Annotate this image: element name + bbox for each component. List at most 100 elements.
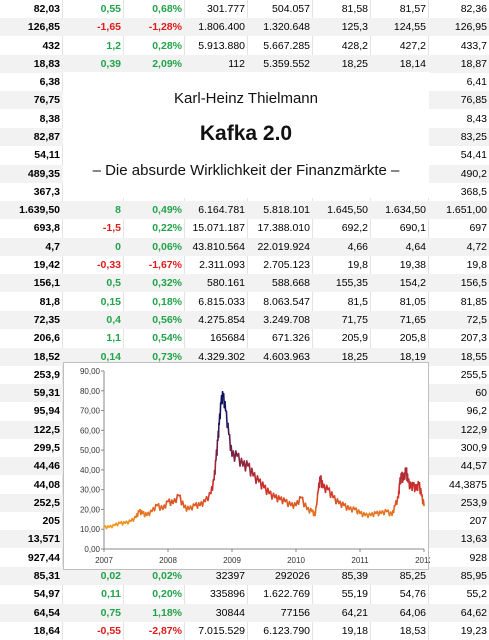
series-0-segment [211, 479, 215, 491]
series-0-segment [153, 503, 157, 512]
y-tick-label: 70,00 [80, 407, 101, 416]
table-row: 95,94 96,2 [0, 402, 489, 420]
cell-last-price: 489,35 [27, 167, 60, 180]
cell-high: 1.651,00 [446, 204, 487, 217]
table-row: 6,38 6,41 [0, 73, 489, 91]
cell-ask: 64,06 [399, 606, 426, 619]
cell-bid: 19,8 [347, 259, 368, 272]
cell-last-price: 13,571 [27, 533, 60, 546]
cell-avg-volume: 6.123.790 [263, 624, 310, 637]
cell-change-percent: 0,73% [152, 350, 182, 363]
table-row: 4,7 0 0,06% 43.810.564 22.019.924 4,66 4,64 4,7… [0, 237, 489, 256]
cell-change: 8 [115, 204, 121, 217]
cell-last-price: 927,44 [27, 551, 60, 564]
y-tick-label: 30,00 [80, 486, 101, 495]
table-row: 85,31 0,02 0,02% 32397 292026 85,39 85,25 85,95 [0, 566, 489, 585]
table-row: 82,03 0,55 0,68% 301.777 504.057 81,58 81,57 82… [0, 0, 489, 18]
cell-high: 96,2 [466, 405, 487, 418]
cell-bid: 155,35 [335, 277, 368, 290]
series-0-segment [164, 500, 168, 509]
table-row: 432 1,2 0,28% 5.913.880 5.667.285 428,2 427,2 4… [0, 37, 489, 55]
cell-high: 207,3 [460, 332, 487, 345]
cell-volume: 2.311.093 [199, 259, 245, 272]
cell-high: 18,55 [460, 350, 487, 363]
cell-change-percent: 0,56% [152, 313, 182, 326]
cell-volume: 112 [228, 57, 245, 70]
cell-last-price: 81,8 [39, 295, 60, 308]
cell-high: 8,43 [466, 112, 487, 125]
table-row: 18,52 0,14 0,73% 4.329.302 4.603.963 18,25 18,… [0, 347, 489, 366]
cell-last-price: 59,31 [33, 387, 60, 400]
x-tick-label: 2009 [223, 556, 241, 565]
cell-last-price: 18,64 [33, 624, 60, 637]
cell-high: 55,2 [466, 588, 487, 601]
cell-last-price: 299,5 [33, 441, 60, 454]
cell-ask: 4,64 [405, 240, 426, 253]
cell-ask: 1.634,50 [385, 204, 426, 217]
y-tick-label: 0,00 [84, 545, 100, 554]
cell-high: 19,8 [466, 259, 487, 272]
cell-last-price: 44,46 [33, 460, 60, 473]
book-subtitle: – Die absurde Wirklichkeit der Finanzmär… [92, 162, 400, 179]
table-row: 206,6 1,1 0,54% 165684 671.326 205,9 205,8 207,… [0, 329, 489, 347]
table-row: 253,9 255,5 [0, 366, 489, 384]
cell-last-price: 85,31 [33, 569, 60, 582]
cell-last-price: 76,75 [33, 94, 60, 107]
cell-volume: 30844 [215, 606, 245, 619]
y-tick-label: 20,00 [80, 505, 101, 514]
cell-change-percent: 0,54% [152, 332, 182, 345]
cell-last-price: 206,6 [33, 332, 60, 345]
table-row: 156,1 0,5 0,32% 580.161 588.668 155,35 154,2 15… [0, 274, 489, 293]
x-tick-label: 2008 [159, 556, 177, 565]
y-tick-label: 10,00 [80, 525, 101, 534]
cell-ask: 54,76 [399, 588, 426, 601]
cell-change: -1,65 [97, 21, 121, 34]
cell-ask: 71,65 [399, 313, 426, 326]
table-row: 81,8 0,15 0,18% 6.815.033 8.063.547 81,5 81,05… [0, 293, 489, 311]
cell-last-price: 82,87 [33, 131, 60, 144]
cell-bid: 81,58 [341, 3, 368, 15]
cell-ask: 18,53 [399, 624, 426, 637]
cell-ask: 154,2 [399, 277, 426, 290]
cell-high: 490,2 [460, 167, 487, 180]
cell-avg-volume: 4.603.963 [263, 350, 310, 363]
series-0-segment [191, 503, 195, 511]
cell-high: 156,5 [460, 277, 487, 290]
cell-bid: 81,5 [347, 295, 368, 308]
cell-avg-volume: 504.057 [272, 3, 310, 15]
cell-volume: 165684 [209, 332, 245, 345]
cell-change: -1,5 [102, 222, 121, 235]
cell-bid: 85,39 [341, 569, 368, 582]
cell-high: 83,25 [460, 131, 487, 144]
cell-avg-volume: 5.359.552 [263, 57, 310, 70]
series-0-segment [224, 400, 227, 412]
cell-change-percent: 0,32% [152, 277, 182, 290]
cell-bid: 18,25 [341, 57, 368, 70]
cell-ask: 205,8 [399, 332, 426, 345]
cell-bid: 18,25 [341, 350, 368, 363]
cell-volume: 1.806.400 [198, 21, 245, 34]
cell-avg-volume: 3.249.708 [263, 313, 310, 326]
cell-last-price: 693,8 [33, 222, 60, 235]
table-row: 18,64 -0,55 -2,87% 7.015.529 6.123.790 19,18 1… [0, 622, 489, 640]
cell-avg-volume: 8.063.547 [263, 295, 310, 308]
table-row: 126,85 -1,65 -1,28% 1.806.400 1.320.648 125,3… [0, 18, 489, 37]
cell-bid: 692,2 [341, 222, 368, 235]
cell-volume: 580.161 [207, 277, 245, 290]
cell-avg-volume: 588.668 [272, 277, 310, 290]
cell-high: 253,9 [460, 496, 487, 509]
cell-change-percent: -1,67% [148, 259, 182, 272]
series-0-segment [136, 510, 140, 518]
cell-ask: 19,38 [399, 259, 426, 272]
cell-volume: 301.777 [207, 3, 245, 15]
cell-change-percent: 0,68% [152, 3, 182, 15]
cell-last-price: 18,83 [33, 57, 60, 70]
cell-high: 82,36 [460, 3, 487, 15]
cell-high: 13,63 [460, 533, 487, 546]
cell-avg-volume: 292026 [274, 569, 310, 582]
cell-bid: 205,9 [341, 332, 368, 345]
cell-bid: 4,66 [347, 240, 368, 253]
table-row: 18,83 0,39 2,09% 112 5.359.552 18,25 18,14 18,8… [0, 54, 489, 73]
cell-volume: 5.913.880 [198, 39, 245, 52]
cell-high: 300,9 [460, 441, 487, 454]
